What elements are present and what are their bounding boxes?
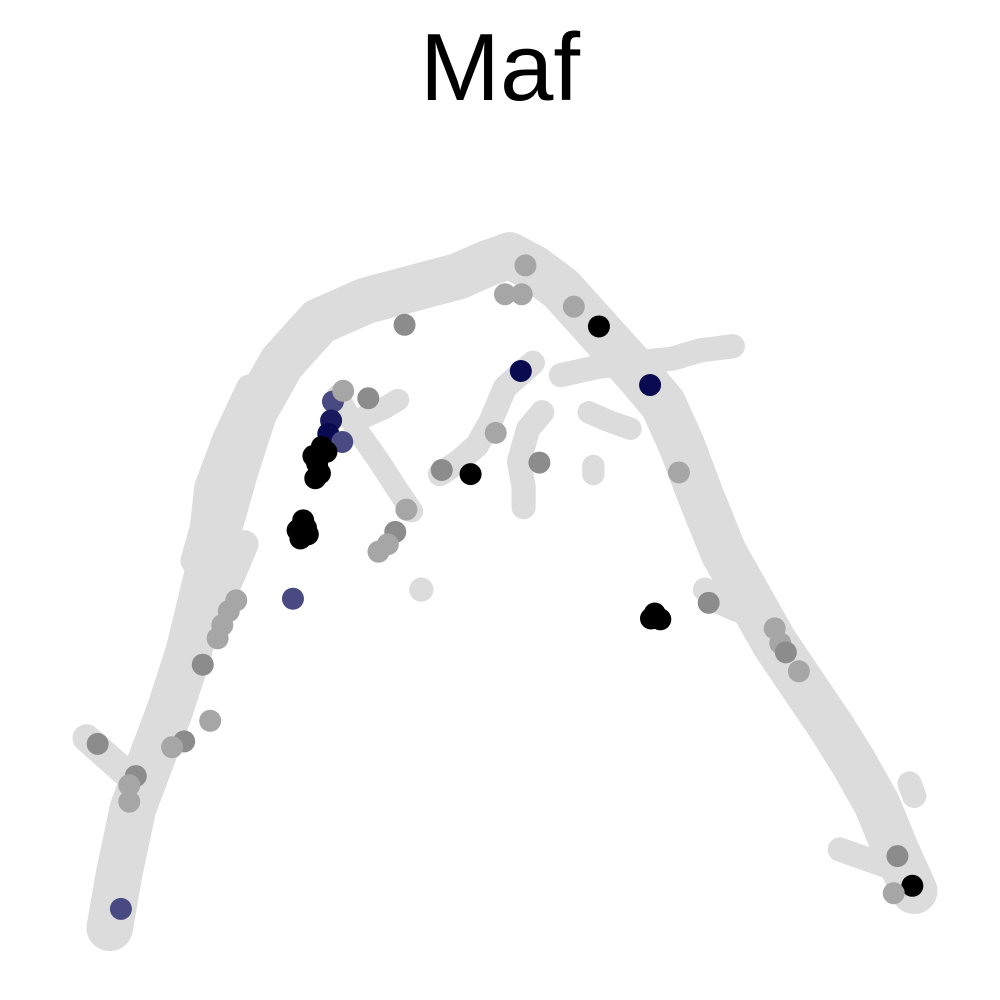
data-point	[281, 587, 304, 610]
data-point	[86, 732, 109, 755]
data-point	[640, 607, 663, 630]
data-point	[787, 660, 810, 683]
data-point	[528, 451, 551, 474]
background-branch	[577, 401, 642, 440]
data-point	[774, 641, 797, 664]
data-point	[697, 591, 720, 614]
data-point	[367, 540, 390, 563]
data-point	[118, 790, 141, 813]
background-branch	[427, 350, 545, 487]
data-point	[191, 653, 214, 676]
data-point	[332, 379, 355, 402]
data-point	[562, 295, 585, 318]
background-cells-layer	[72, 232, 938, 952]
data-point	[509, 360, 532, 382]
background-branch	[548, 334, 745, 388]
background-branch	[897, 771, 927, 808]
data-point	[430, 459, 453, 481]
data-point	[357, 387, 380, 410]
background-branch	[827, 837, 899, 879]
data-point	[199, 709, 222, 732]
data-point	[484, 421, 507, 444]
data-point	[882, 882, 905, 905]
data-point	[118, 774, 141, 797]
data-point	[393, 313, 416, 336]
data-point	[587, 315, 610, 338]
data-point	[901, 874, 924, 897]
data-point	[886, 845, 909, 868]
data-point	[395, 498, 418, 521]
data-point	[667, 461, 690, 484]
data-point	[109, 897, 132, 920]
data-point	[331, 430, 354, 453]
data-point	[510, 283, 533, 306]
data-point	[304, 467, 327, 490]
data-point	[494, 283, 516, 306]
background-branch	[326, 384, 424, 523]
data-point	[206, 627, 229, 650]
data-point	[459, 463, 482, 486]
data-point	[289, 527, 312, 550]
data-point	[639, 374, 662, 397]
background-branch	[506, 400, 555, 520]
expression-points-layer	[86, 254, 924, 920]
background-branch	[132, 530, 259, 781]
background-branch	[354, 388, 410, 428]
data-point	[161, 736, 184, 759]
background-branch	[180, 374, 263, 574]
chart-title: Maf	[419, 14, 581, 121]
data-point	[514, 254, 537, 277]
background-branch	[409, 577, 434, 602]
